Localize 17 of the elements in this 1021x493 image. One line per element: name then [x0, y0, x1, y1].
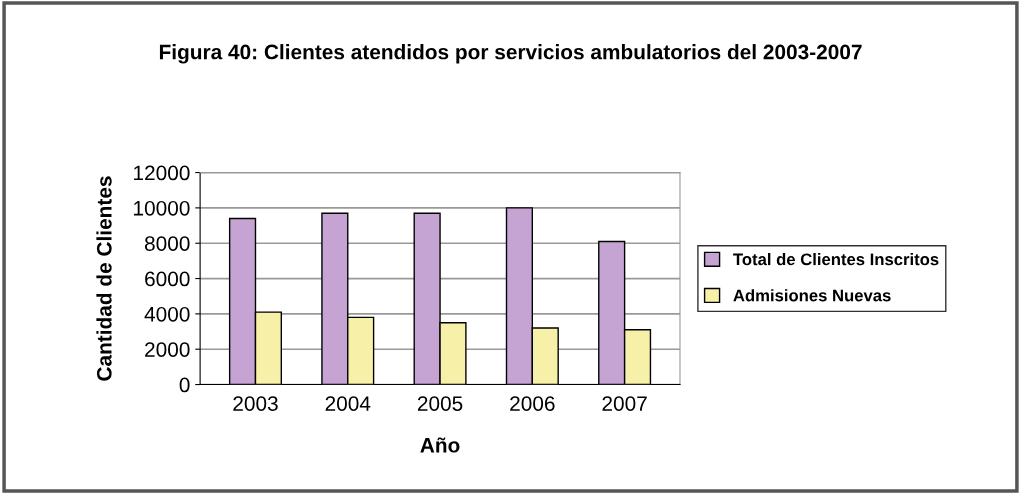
- legend-label: Admisiones Nuevas: [733, 289, 891, 302]
- x-tick-label: 2005: [417, 396, 463, 411]
- chart-title: Figura 40: Clientes atendidos por servicios ambulatorios del 2003-2007: [159, 44, 862, 64]
- y-tick-label: 2000: [145, 342, 190, 357]
- y-tick-label: 8000: [144, 236, 190, 251]
- legend-label: Total de Clientes Inscritos: [733, 253, 939, 266]
- x-tick-label: 2006: [510, 396, 555, 411]
- x-tick-label: 2007: [602, 396, 647, 411]
- y-axis-title: Cantidad de Clientes: [96, 176, 112, 381]
- y-tick-label: 4000: [144, 306, 190, 322]
- x-tick-label: 2004: [325, 396, 371, 411]
- x-axis-title: Año: [420, 437, 460, 453]
- y-tick-label: 0: [179, 377, 190, 393]
- y-tick-label: 6000: [145, 271, 190, 287]
- y-tick-label: 10000: [134, 200, 190, 216]
- x-tick-label: 2003: [233, 396, 278, 411]
- y-tick-label: 12000: [134, 165, 190, 181]
